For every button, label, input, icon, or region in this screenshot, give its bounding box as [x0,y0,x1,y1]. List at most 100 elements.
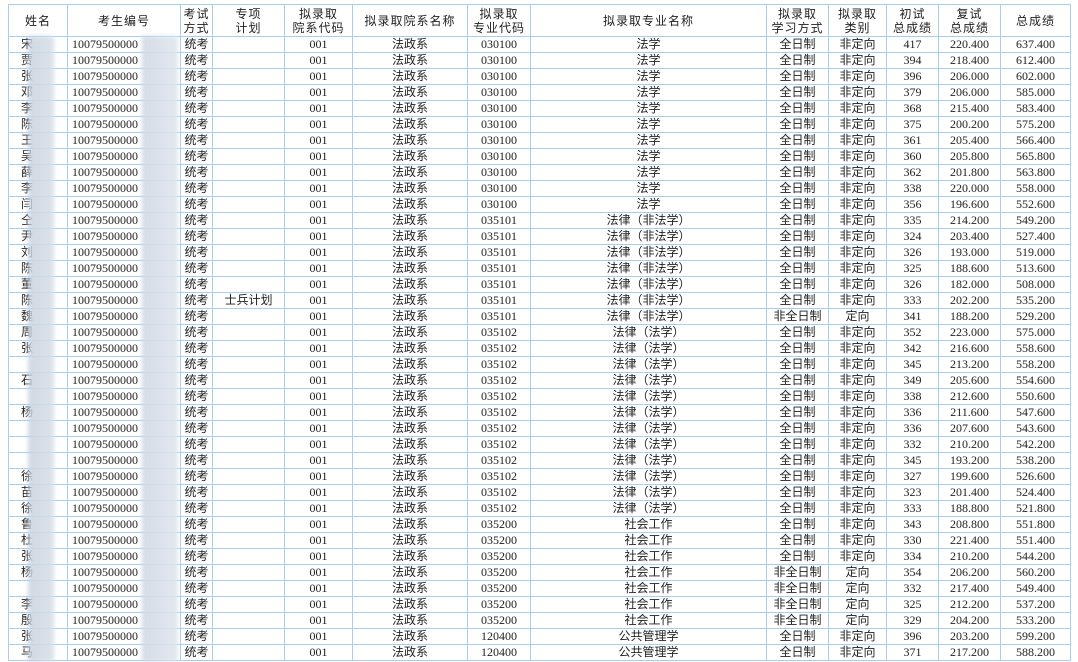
cell-dept-code: 001 [284,532,353,549]
cell-dept-code: 001 [284,500,353,517]
cell-initial-score: 336 [886,404,939,421]
cell-exam-type: 统考 [180,580,213,597]
cell-dept-code: 001 [284,596,353,613]
cell-study-mode: 非全日制 [766,308,829,325]
cell-category: 非定向 [828,452,887,469]
cell-retest-score: 208.800 [938,516,1001,533]
cell-major-name: 法律（非法学） [530,228,767,245]
cell-total-score: 575.200 [1000,116,1071,133]
cell-exam-type: 统考 [180,324,213,341]
cell-initial-score: 335 [886,212,939,229]
cell-initial-score: 352 [886,324,939,341]
cell-study-mode: 全日制 [766,228,829,245]
cell-major-name: 法学 [530,180,767,197]
cell-total-score: 565.800 [1000,148,1071,165]
cell-dept-code: 001 [284,388,353,405]
cell-initial-score: 332 [886,436,939,453]
cell-total-score: 558.600 [1000,340,1071,357]
cell-major-code: 035200 [467,516,531,533]
cell-total-score: 550.600 [1000,388,1071,405]
cell-dept-name: 法政系 [352,164,468,181]
cell-major-name: 法律（非法学） [530,292,767,309]
cell-category: 非定向 [828,196,887,213]
table-row: 杨 10079500000 统考 001 法政系 035102 法律（法学） 全日制 非定向 33… [8,404,1071,421]
header-candidate-id: 考生编号 [67,4,181,37]
cell-exam-type: 统考 [180,340,213,357]
cell-exam-type: 统考 [180,500,213,517]
cell-total-score: 575.000 [1000,324,1071,341]
cell-category: 非定向 [828,532,887,549]
cell-dept-code: 001 [284,132,353,149]
cell-dept-code: 001 [284,484,353,501]
cell-retest-score: 206.000 [938,68,1001,85]
table-row: 10079500000 统考 001 法政系 035102 法律（法学） 全日制 非定向 336… [8,420,1071,437]
cell-retest-score: 216.600 [938,340,1001,357]
cell-retest-score: 220.000 [938,180,1001,197]
cell-category: 非定向 [828,212,887,229]
header-category: 拟录取 类别 [828,4,887,37]
cell-study-mode: 全日制 [766,324,829,341]
cell-major-code: 030100 [467,180,531,197]
cell-total-score: 637.400 [1000,36,1071,53]
cell-category: 非定向 [828,404,887,421]
cell-category: 非定向 [828,516,887,533]
cell-category: 非定向 [828,436,887,453]
cell-retest-score: 203.400 [938,228,1001,245]
cell-major-name: 法律（法学） [530,452,767,469]
cell-major-code: 035200 [467,596,531,613]
cell-study-mode: 全日制 [766,148,829,165]
cell-category: 非定向 [828,548,887,565]
cell-retest-score: 214.200 [938,212,1001,229]
cell-dept-code: 001 [284,420,353,437]
cell-dept-name: 法政系 [352,340,468,357]
cell-total-score: 544.200 [1000,548,1071,565]
cell-dept-code: 001 [284,452,353,469]
cell-exam-type: 统考 [180,84,213,101]
cell-study-mode: 全日制 [766,180,829,197]
cell-special-plan [212,36,285,53]
cell-major-name: 法学 [530,100,767,117]
cell-category: 非定向 [828,340,887,357]
cell-total-score: 527.400 [1000,228,1071,245]
cell-initial-score: 356 [886,196,939,213]
cell-study-mode: 全日制 [766,100,829,117]
cell-exam-type: 统考 [180,52,213,69]
table-row: 邓 10079500000 统考 001 法政系 030100 法学 全日制 非定向 379 206… [8,84,1071,101]
cell-major-code: 035101 [467,276,531,293]
cell-retest-score: 193.200 [938,452,1001,469]
cell-category: 非定向 [828,68,887,85]
cell-major-code: 035102 [467,356,531,373]
cell-dept-name: 法政系 [352,228,468,245]
cell-major-name: 法学 [530,148,767,165]
cell-total-score: 547.600 [1000,404,1071,421]
cell-retest-score: 212.200 [938,596,1001,613]
cell-retest-score: 211.600 [938,404,1001,421]
cell-retest-score: 206.000 [938,84,1001,101]
cell-initial-score: 323 [886,484,939,501]
cell-total-score: 543.600 [1000,420,1071,437]
cell-initial-score: 327 [886,468,939,485]
cell-retest-score: 206.200 [938,564,1001,581]
cell-dept-name: 法政系 [352,596,468,613]
cell-special-plan [212,196,285,213]
cell-total-score: 552.600 [1000,196,1071,213]
cell-category: 非定向 [828,164,887,181]
cell-dept-code: 001 [284,228,353,245]
cell-retest-score: 188.600 [938,260,1001,277]
cell-dept-code: 001 [284,196,353,213]
cell-dept-code: 001 [284,52,353,69]
cell-total-score: 563.800 [1000,164,1071,181]
cell-major-code: 035102 [467,452,531,469]
cell-initial-score: 341 [886,308,939,325]
cell-total-score: 535.200 [1000,292,1071,309]
cell-major-name: 社会工作 [530,516,767,533]
cell-dept-name: 法政系 [352,196,468,213]
cell-exam-type: 统考 [180,612,213,629]
cell-exam-type: 统考 [180,308,213,325]
cell-major-name: 法律（非法学） [530,276,767,293]
cell-major-code: 035102 [467,436,531,453]
cell-exam-type: 统考 [180,276,213,293]
cell-initial-score: 396 [886,628,939,645]
cell-initial-score: 329 [886,612,939,629]
cell-special-plan [212,308,285,325]
